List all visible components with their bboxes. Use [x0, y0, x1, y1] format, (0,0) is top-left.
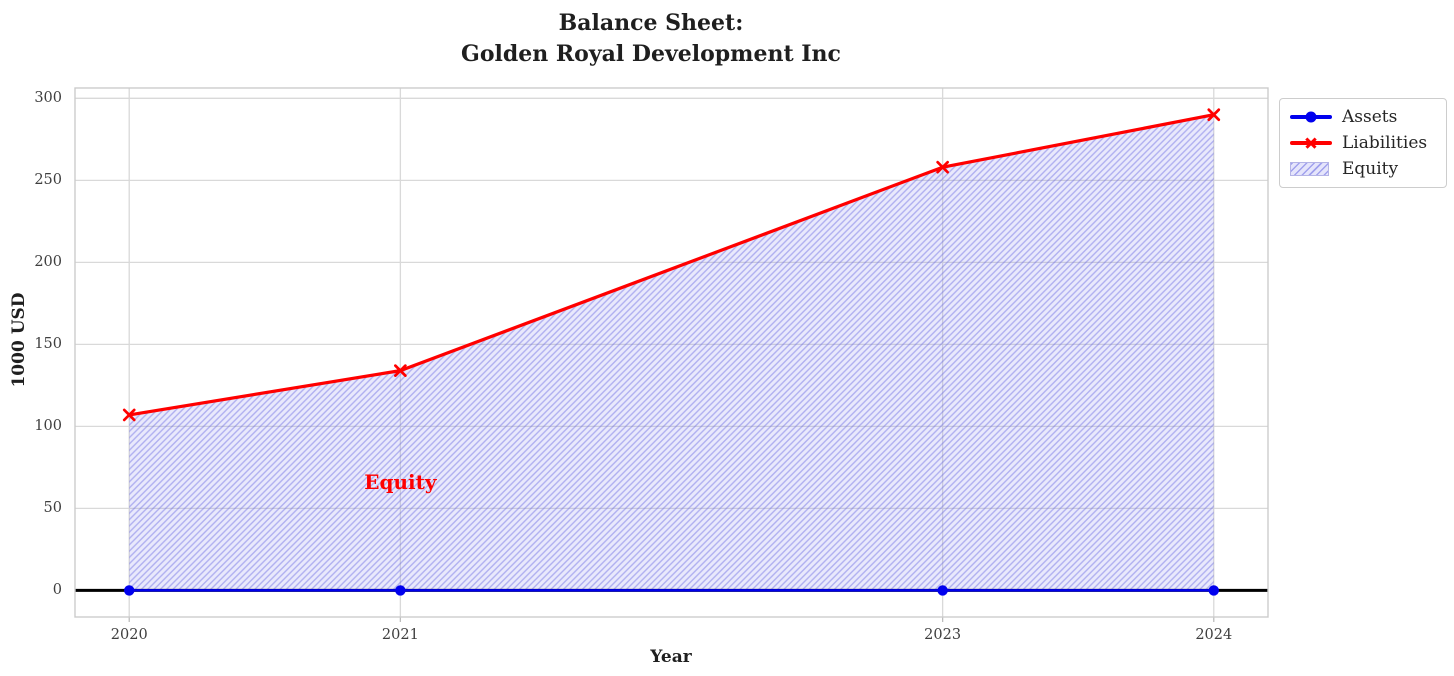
- liabilities-line: [127, 113, 1216, 417]
- legend: Assets Liabilities Equity: [1279, 98, 1447, 188]
- y-tick-label: 150: [34, 336, 62, 353]
- chart-title-line2: Golden Royal Development Inc: [461, 41, 841, 67]
- assets-legend-swatch: [1289, 109, 1333, 125]
- liabilities-legend-swatch: [1289, 135, 1333, 151]
- legend-label: Equity: [1342, 159, 1399, 179]
- x-tick-label: 2023: [924, 627, 962, 643]
- legend-item-liabilities: Liabilities: [1289, 130, 1437, 156]
- y-tick-label: 50: [43, 500, 62, 517]
- liabilities-marker: [394, 364, 407, 377]
- equity-area: [129, 114, 1214, 591]
- liabilities-marker: [1207, 108, 1221, 122]
- y-tick-label: 200: [34, 254, 62, 271]
- y-tick-label: 0: [52, 582, 62, 599]
- liabilities-marker: [936, 160, 949, 174]
- legend-label: Liabilities: [1342, 133, 1428, 153]
- equity-legend-swatch: [1289, 161, 1333, 177]
- x-tick-label: 2021: [381, 627, 419, 643]
- assets-marker: [124, 585, 135, 596]
- liabilities-marker: [122, 408, 136, 422]
- y-tick-label: 250: [34, 172, 62, 189]
- x-axis-label: Year: [650, 647, 692, 667]
- assets-marker: [937, 585, 948, 596]
- x-tick-label: 2020: [110, 627, 148, 643]
- y-tick-label: 300: [34, 90, 62, 107]
- chart-title-line1: Balance Sheet:: [558, 10, 744, 36]
- plot-border: [74, 87, 1269, 618]
- legend-item-equity: Equity: [1289, 156, 1437, 182]
- chart-title: Balance Sheet: Golden Royal Development …: [461, 8, 841, 70]
- equity-area-annotation: Equity: [364, 470, 437, 495]
- y-tick-label: 100: [34, 418, 62, 435]
- x-tick-label: 2024: [1195, 627, 1233, 643]
- assets-marker: [1208, 585, 1219, 596]
- legend-item-assets: Assets: [1289, 104, 1437, 130]
- legend-label: Assets: [1342, 107, 1398, 127]
- assets-marker: [395, 585, 406, 596]
